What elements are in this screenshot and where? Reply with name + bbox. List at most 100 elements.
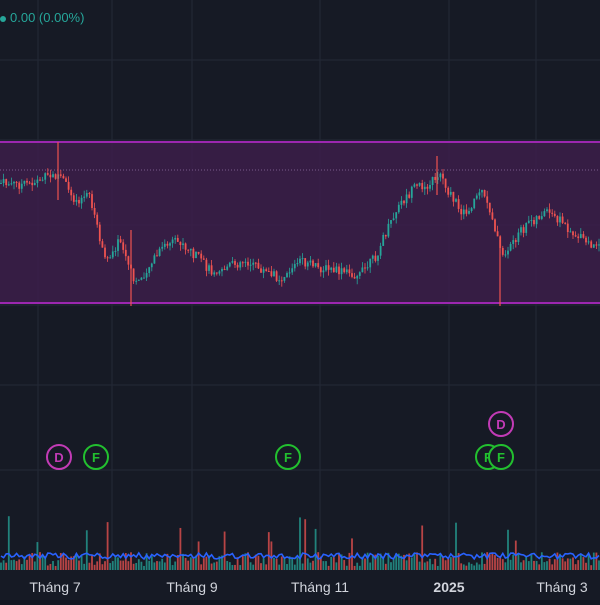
candle-body <box>590 241 593 248</box>
candle-body <box>117 239 119 251</box>
candle-body <box>587 241 590 243</box>
marker-circle <box>275 444 301 470</box>
candle-body <box>137 279 140 281</box>
volume-bar <box>262 558 265 570</box>
volume-bar <box>57 560 60 570</box>
candle-body <box>293 264 296 269</box>
candle-body <box>358 272 361 276</box>
volume-bar <box>452 555 455 570</box>
volume-bar <box>426 561 429 570</box>
candle-body <box>176 237 179 242</box>
candle-body <box>182 243 184 246</box>
candle-body <box>390 220 392 224</box>
volume-bar <box>556 552 559 570</box>
time-axis[interactable]: Tháng 7 Tháng 9 Tháng 11 2025 Tháng 3 <box>29 579 588 595</box>
volume-bar <box>405 560 408 570</box>
candle-body <box>54 174 57 179</box>
financial-marker[interactable]: F <box>83 444 109 470</box>
candle-body <box>72 195 75 202</box>
candle-body <box>429 184 431 189</box>
marker-label: F <box>497 450 505 465</box>
marker-circle <box>488 444 514 470</box>
candle-body <box>577 236 580 239</box>
volume-bar <box>33 561 36 570</box>
candle-body <box>119 239 122 243</box>
financial-marker[interactable]: F <box>275 444 301 470</box>
candle-body <box>254 262 257 264</box>
volume-bar <box>18 559 21 570</box>
candle-body <box>426 186 429 189</box>
volume-bar <box>470 563 473 570</box>
candle-body <box>252 262 255 265</box>
volume-bar <box>522 560 525 570</box>
price-channel[interactable] <box>0 142 600 303</box>
dividend-marker[interactable]: D <box>488 411 514 437</box>
candle-body <box>44 173 47 180</box>
volume-bar <box>127 561 130 570</box>
candle-body <box>13 181 15 184</box>
volume-bar <box>374 554 377 570</box>
candle-body <box>319 267 322 273</box>
volume-bar <box>553 559 556 570</box>
candlestick-series[interactable] <box>0 142 600 306</box>
dividend-marker[interactable]: D <box>46 444 72 470</box>
volume-bar <box>101 564 104 570</box>
candle-body <box>257 262 260 269</box>
volume-bar <box>509 559 512 570</box>
volume-bar <box>598 560 600 570</box>
event-markers[interactable]: D F FDF F <box>46 411 514 470</box>
candle-body <box>304 258 307 267</box>
volume-bar <box>569 558 572 570</box>
volume-bar <box>41 554 44 570</box>
candle-body <box>488 202 491 213</box>
candle-body <box>366 267 369 269</box>
volume-bar <box>488 554 491 570</box>
candle-body <box>5 179 8 186</box>
volume-bar <box>410 557 413 570</box>
volume-bar <box>93 564 96 570</box>
price-change-text: 0.00 (0.00%) <box>10 10 85 25</box>
candle-body <box>59 174 62 176</box>
volume-bar <box>577 560 580 570</box>
volume-bar <box>205 556 208 570</box>
candle-body <box>473 198 476 209</box>
financial-marker[interactable]: F <box>488 444 514 470</box>
candle-body <box>592 244 595 248</box>
candle-body <box>556 215 559 223</box>
volume-bar <box>85 530 88 570</box>
candle-body <box>306 262 309 267</box>
candle-body <box>421 183 424 190</box>
volume-bar <box>468 562 470 570</box>
candle-body <box>566 223 569 233</box>
volume-bar <box>260 563 262 570</box>
volume-bar <box>564 561 567 570</box>
volume-bar <box>520 562 522 570</box>
candle-body <box>371 255 374 259</box>
volume-bar <box>382 557 385 570</box>
volume-bar <box>265 564 268 570</box>
candle-body <box>548 209 551 213</box>
volume-bar <box>2 560 5 570</box>
candle-body <box>572 231 574 236</box>
volume-bar <box>234 564 236 570</box>
candle-body <box>197 251 200 254</box>
candle-body <box>392 218 395 221</box>
candle-body <box>397 204 400 213</box>
candle-body <box>312 260 314 267</box>
candle-body <box>184 243 187 250</box>
volume-bar <box>301 563 304 570</box>
volume-bar <box>213 562 216 570</box>
candle-body <box>509 244 512 251</box>
candle-body <box>520 227 522 233</box>
candle-body <box>270 271 273 277</box>
volume-bar <box>322 561 325 570</box>
volume-bar <box>241 556 244 570</box>
volume-bar <box>314 528 317 570</box>
volume-bar <box>62 553 65 570</box>
volume-bar <box>135 562 138 570</box>
volume-bar <box>439 553 442 570</box>
volume-bar <box>208 555 210 570</box>
candle-body <box>353 276 356 279</box>
